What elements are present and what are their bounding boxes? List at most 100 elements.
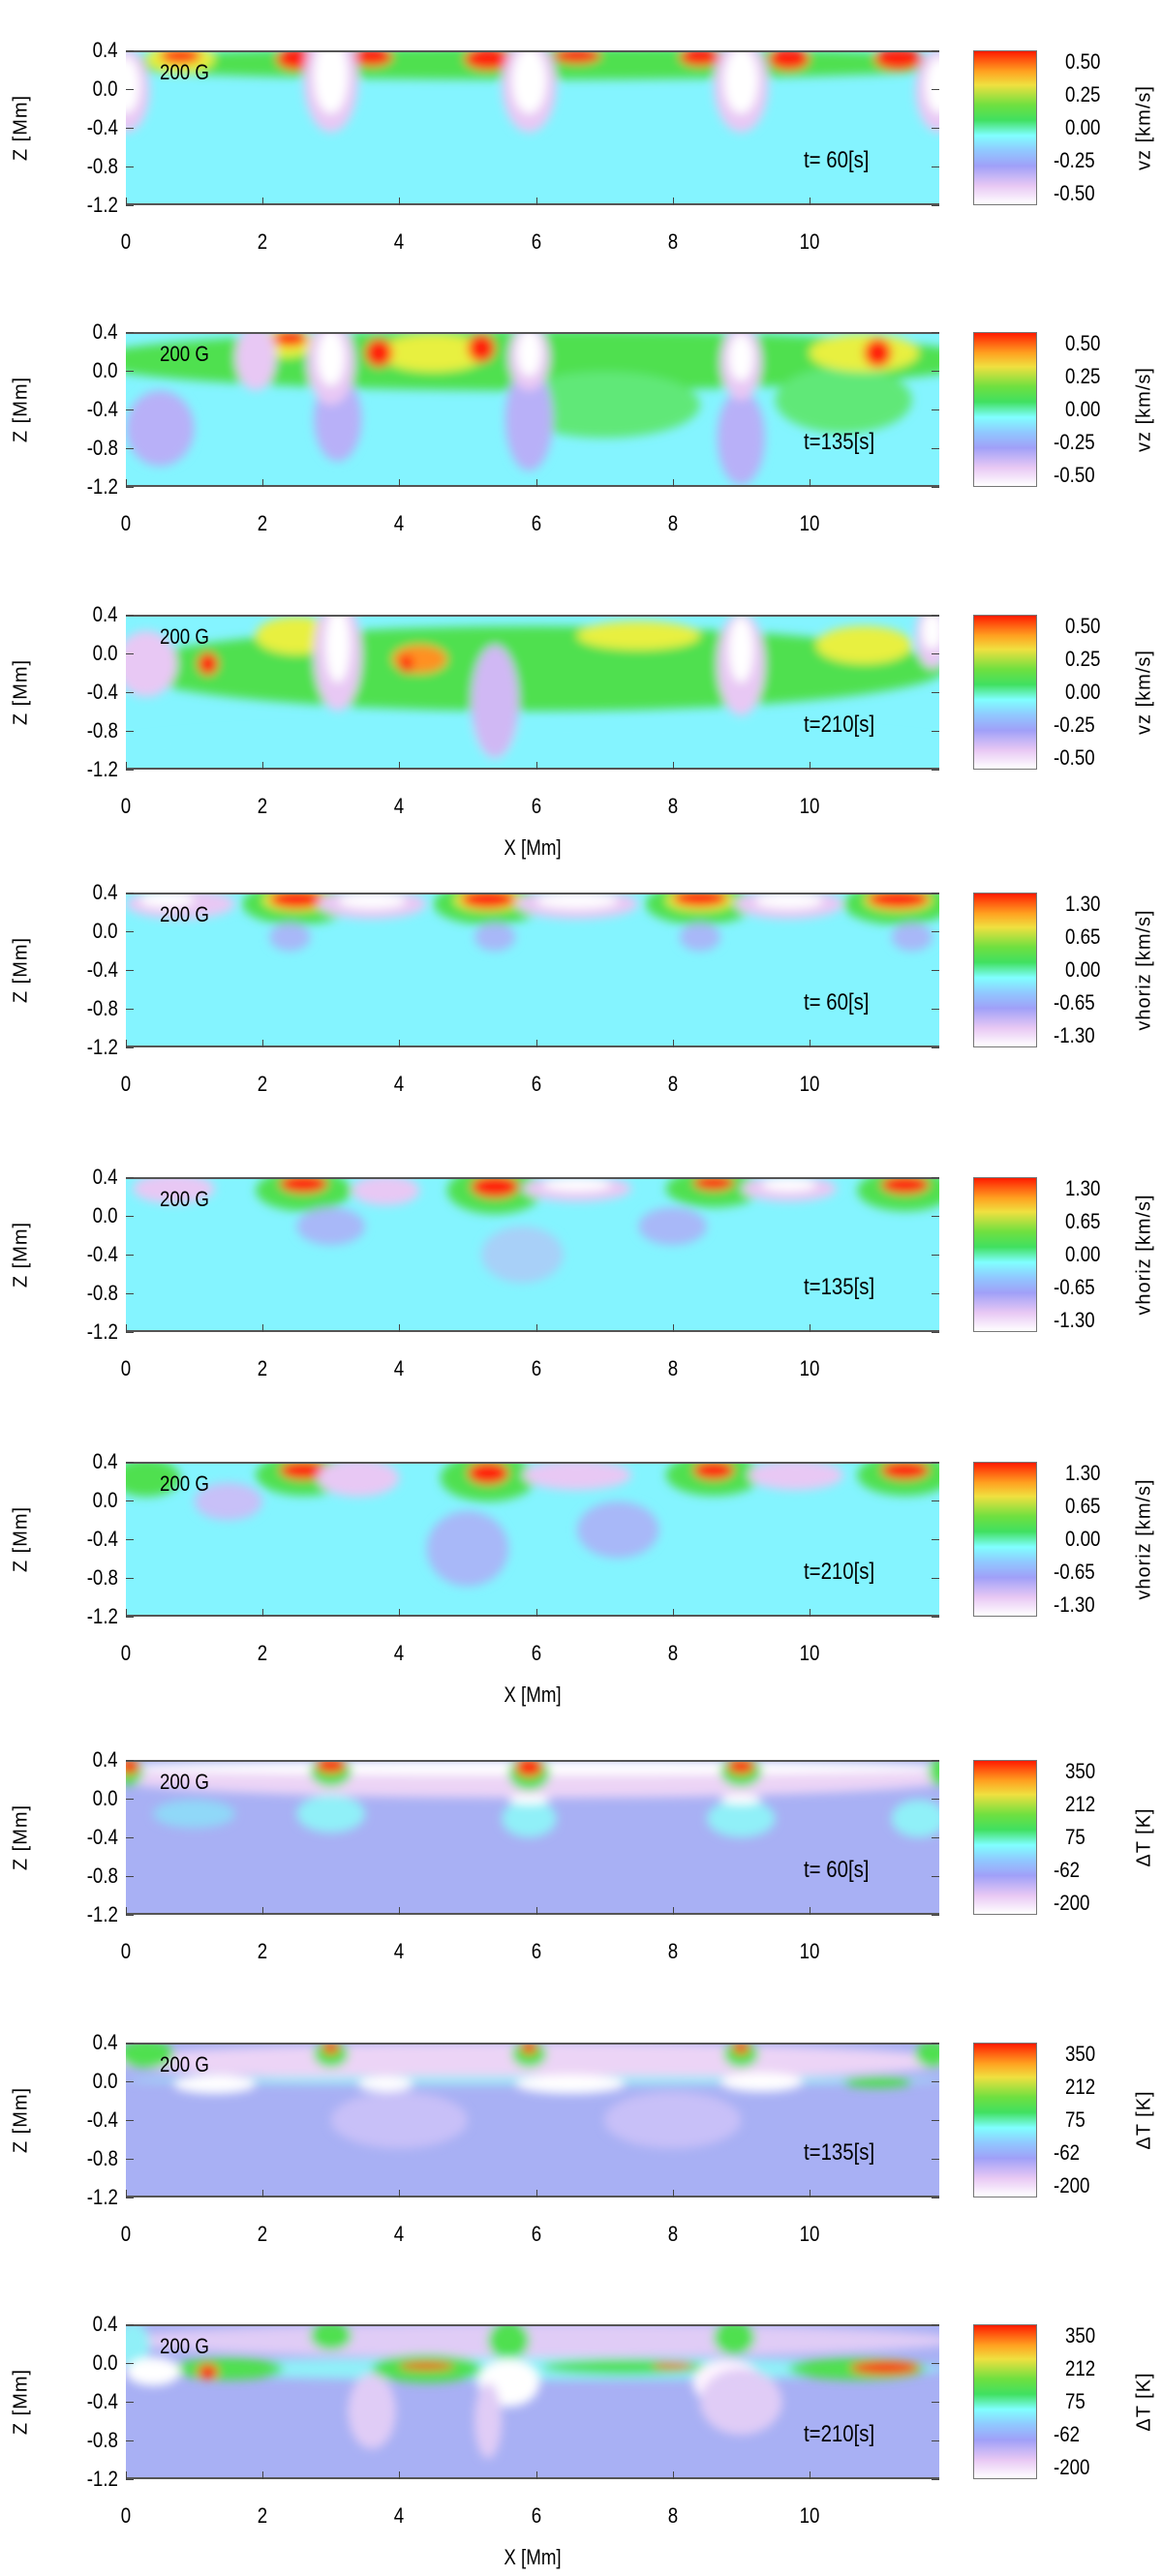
- y-tick-mark: [932, 1255, 939, 1256]
- heatmap-plot: [126, 1177, 939, 1332]
- y-tick-label: 0.4: [92, 2030, 118, 2054]
- y-tick-mark: [932, 893, 939, 894]
- y-tick-mark: [932, 1462, 939, 1463]
- y-tick-label: -1.2: [86, 2185, 118, 2209]
- x-tick-mark: [126, 1040, 127, 1047]
- colorbar-tick-label: -0.65: [1054, 1560, 1095, 1584]
- x-tick-label: 10: [799, 2222, 820, 2246]
- y-axis-label: Z [Mm]: [10, 2086, 32, 2154]
- field-feature: [488, 2326, 530, 2360]
- y-tick-mark: [126, 205, 134, 206]
- field-feature: [867, 894, 930, 909]
- x-tick-label: 6: [531, 1356, 541, 1380]
- y-tick-mark: [932, 50, 939, 51]
- field-feature: [720, 2073, 803, 2092]
- panel-delta_T-7: 0.4 0.0 -0.4 -0.8 -1.2 0 2 4 6 8 10 Z [Mm] 200 G t=13…: [0, 2030, 1162, 2294]
- colorbar-tick-label: 0.25: [1065, 647, 1101, 671]
- y-tick-label: -1.2: [86, 193, 118, 217]
- y-tick-label: 0.0: [92, 1203, 118, 1227]
- time-label: t= 60[s]: [804, 1857, 870, 1883]
- y-tick-mark: [126, 1293, 134, 1294]
- y-tick-label: -0.8: [86, 2428, 118, 2452]
- colorbar-tick-label: 1.30: [1065, 1176, 1101, 1200]
- y-tick-mark: [932, 1617, 939, 1618]
- y-tick-mark: [932, 931, 939, 932]
- time-label: t=135[s]: [804, 429, 875, 455]
- y-tick-label: -1.2: [86, 2467, 118, 2491]
- colorbar-tick-label: 0.00: [1065, 397, 1101, 421]
- y-axis-label: Z [Mm]: [10, 1803, 32, 1871]
- colorbar-tick-label: -0.25: [1054, 148, 1095, 172]
- y-tick-mark: [932, 653, 939, 654]
- y-tick-label: -1.2: [86, 1902, 118, 1926]
- y-tick-mark: [126, 893, 134, 894]
- y-tick-mark: [126, 1876, 134, 1877]
- y-tick-label: -1.2: [86, 1319, 118, 1344]
- y-axis-label: Z [Mm]: [10, 2368, 32, 2436]
- y-tick-label: 0.4: [92, 1165, 118, 1189]
- y-tick-mark: [126, 2120, 134, 2121]
- field-feature: [515, 1762, 543, 1777]
- y-tick-mark: [932, 1578, 939, 1579]
- heatmap-field: [126, 617, 939, 768]
- x-tick-label: 10: [799, 1939, 820, 1963]
- x-tick-label: 6: [531, 229, 541, 254]
- x-tick-label: 10: [799, 1072, 820, 1096]
- y-tick-mark: [932, 1539, 939, 1540]
- field-feature: [922, 617, 939, 651]
- field-feature: [768, 52, 810, 71]
- field-feature: [296, 1207, 366, 1246]
- y-axis-label: Z [Mm]: [10, 936, 32, 1004]
- field-feature: [126, 2045, 174, 2069]
- colorbar-tick-label: 350: [1065, 1759, 1096, 1783]
- y-tick-mark: [932, 409, 939, 410]
- y-tick-mark: [932, 1216, 939, 1217]
- heatmap-field: [126, 2326, 939, 2477]
- y-tick-mark: [932, 2363, 939, 2364]
- y-tick-mark: [932, 2081, 939, 2082]
- y-tick-label: -1.2: [86, 1035, 118, 1059]
- y-tick-mark: [126, 731, 134, 732]
- x-tick-mark: [126, 2471, 127, 2479]
- field-feature: [815, 625, 912, 664]
- field-feature: [652, 2363, 693, 2369]
- field-feature: [604, 2091, 742, 2149]
- field-feature: [723, 2045, 758, 2068]
- field-feature: [679, 923, 721, 952]
- y-tick-mark: [932, 1837, 939, 1838]
- colorbar: [973, 332, 1037, 487]
- field-feature: [915, 2045, 939, 2068]
- field-feature: [521, 2045, 537, 2054]
- x-tick-label: 0: [120, 229, 132, 254]
- field-feature: [775, 367, 912, 434]
- colorbar-tick-label: 0.50: [1065, 614, 1101, 638]
- y-tick-mark: [932, 2324, 939, 2325]
- x-tick-mark: [535, 2190, 537, 2197]
- x-tick-label: 2: [257, 2222, 268, 2246]
- y-tick-label: -0.4: [86, 1242, 118, 1266]
- field-feature: [502, 1800, 557, 1837]
- colorbar-tick-label: -0.65: [1054, 990, 1095, 1015]
- colorbar-tick-label: 0.00: [1065, 680, 1101, 704]
- time-label: t=210[s]: [804, 2421, 875, 2447]
- x-tick-mark: [126, 1907, 127, 1915]
- field-feature: [511, 2045, 547, 2068]
- x-tick-mark: [262, 1609, 264, 1617]
- colorbar-tick-label: -0.25: [1054, 712, 1095, 737]
- field-feature: [728, 334, 753, 381]
- heatmap-plot: [126, 2043, 939, 2197]
- y-tick-mark: [126, 89, 134, 90]
- x-tick-label: 8: [667, 2503, 678, 2528]
- heatmap-field: [126, 1464, 939, 1615]
- y-tick-label: -0.8: [86, 718, 118, 742]
- x-tick-label: 0: [120, 511, 132, 535]
- x-tick-mark: [535, 1040, 537, 1047]
- colorbar-label: vhoriz [km/s]: [1133, 1478, 1155, 1600]
- field-feature: [761, 1179, 816, 1192]
- x-tick-label: 0: [120, 1072, 132, 1096]
- y-tick-mark: [126, 128, 134, 129]
- field-feature: [843, 2076, 912, 2088]
- colorbar: [973, 1760, 1037, 1915]
- y-tick-mark: [126, 2159, 134, 2160]
- field-strength-label: 200 G: [160, 342, 209, 366]
